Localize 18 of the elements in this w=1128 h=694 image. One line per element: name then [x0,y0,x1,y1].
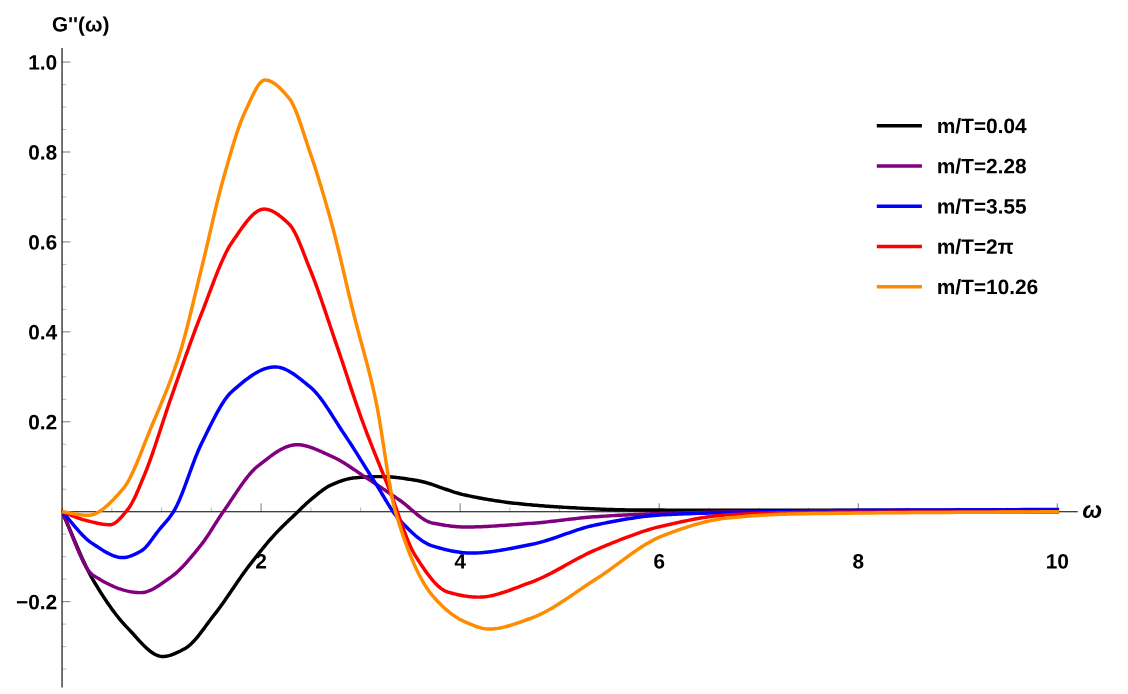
x-axis-title: ω [1082,505,1102,519]
y-axis-title: G''(ω) [52,16,109,36]
x-tick-label: 4 [454,554,466,569]
y-tick-label: 0.2 [29,414,57,430]
legend-label: m/T=0.04 [938,117,1027,134]
legend-label: m/T=10.26 [938,279,1038,295]
legend-label: m/T=2π [938,238,1014,255]
y-tick-label: 0.4 [29,324,58,340]
y-tick-label: 0.6 [29,234,57,250]
legend-label: m/T=3.55 [938,198,1027,214]
y-tick-label: −0.2 [16,594,57,610]
y-tick-label: 1.0 [29,55,57,70]
y-tick-label: 0.8 [29,145,57,160]
x-tick-label: 6 [654,553,665,569]
x-tick-label: 2 [256,553,267,569]
x-tick-label: 10 [1047,553,1069,569]
legend-label: m/T=2.28 [938,158,1026,174]
x-tick-label: 8 [853,553,864,569]
